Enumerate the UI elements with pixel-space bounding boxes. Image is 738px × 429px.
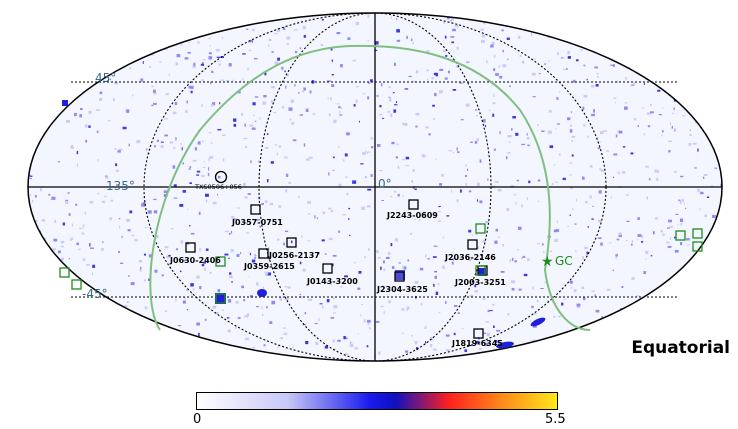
hotspots — [62, 100, 546, 349]
lon-label-135: 135° — [106, 179, 135, 193]
source-squares — [185, 199, 488, 339]
green-squares — [59, 223, 703, 304]
label-j0359-2615: J0359-2615 — [243, 262, 295, 271]
lon-label-0: 0° — [378, 177, 392, 191]
label-j2036-2146: J2036-2146 — [444, 253, 496, 262]
colorbar-min-label: 0 — [193, 412, 202, 427]
colorbar — [196, 392, 558, 410]
axes — [28, 13, 722, 361]
label-j0256-2137: J0256-2137 — [268, 251, 320, 260]
galactic-plane-curve — [149, 44, 591, 331]
gc-label: GC — [555, 254, 573, 268]
colorbar-max-label: 5.5 — [545, 412, 566, 427]
label-j1819-6345: J1819-6345 — [451, 339, 503, 348]
txs-marker — [214, 170, 228, 184]
projection-title: Equatorial — [631, 338, 730, 358]
lat-label-45: 45° — [95, 71, 116, 85]
label-j0630-2406: J0630-2406 — [169, 256, 221, 265]
label-j2003-3251: J2003-3251 — [454, 278, 506, 287]
label-j2304-3625: J2304-3625 — [376, 285, 428, 294]
sky-border — [27, 12, 723, 362]
lat-label-minus45: -45° — [82, 287, 108, 301]
txs-label: TXS0506+056 — [194, 183, 242, 191]
label-j0143-3200: J0143-3200 — [306, 277, 358, 286]
label-j2243-0609: J2243-0609 — [386, 211, 438, 220]
galactic-center-star-icon: ★ — [541, 254, 554, 270]
label-j0357-0751: J0357-0751 — [231, 218, 283, 227]
